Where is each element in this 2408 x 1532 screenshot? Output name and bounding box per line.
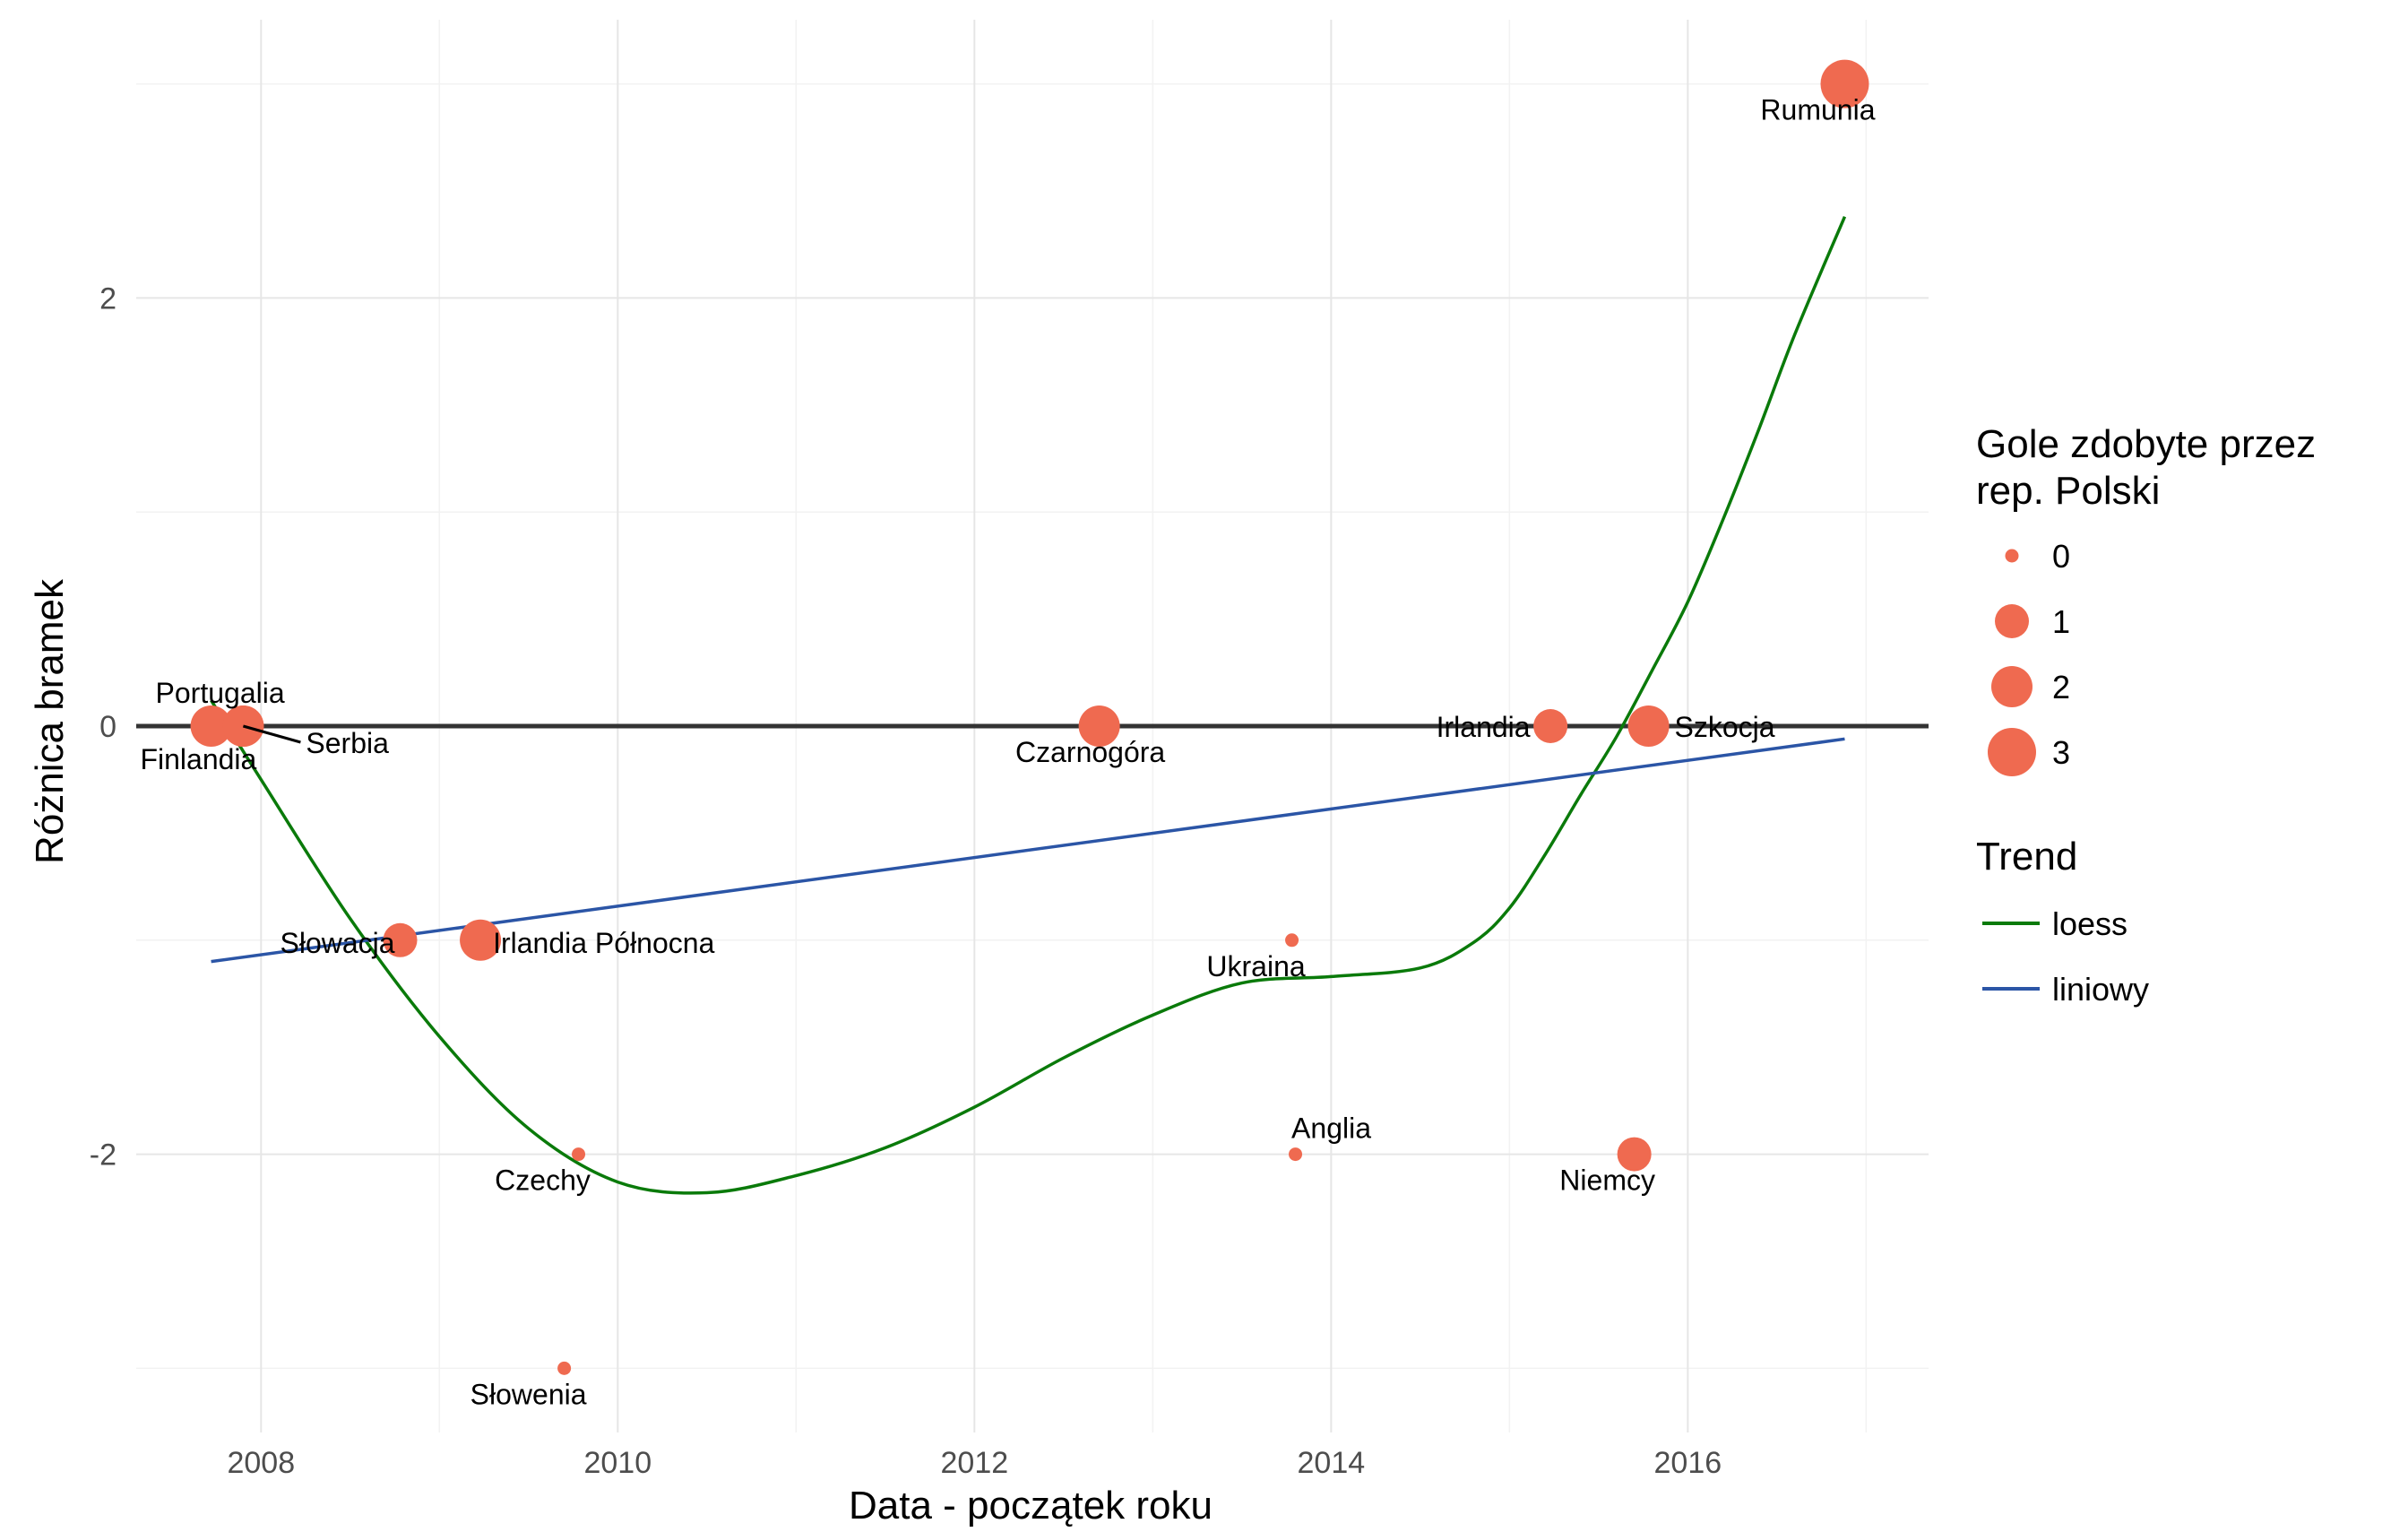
point-label: Słowacja <box>280 927 394 959</box>
data-point <box>1820 59 1869 108</box>
legend-size-title-line1: Gole zdobyte przez <box>1976 422 2316 466</box>
legend-trend-label: liniowy <box>2052 971 2149 1008</box>
legend-size-key <box>2005 549 2019 563</box>
x-tick-label: 2014 <box>1298 1446 1366 1480</box>
point-label: Irlandia Północna <box>493 927 714 959</box>
x-axis-title: Data - początek roku <box>849 1484 1213 1528</box>
legend-trend-keys: loess liniowy <box>1982 905 2149 1008</box>
data-point <box>1617 1137 1652 1172</box>
legend-size-key <box>1995 604 2029 638</box>
point-labels: Portugalia Finlandia Serbia Słowacja Irlandi… <box>140 94 1875 1411</box>
legend-size-key <box>1991 666 2033 707</box>
legend-size-label: 0 <box>2052 538 2070 575</box>
data-point <box>1078 705 1120 747</box>
point-label: Irlandia <box>1437 711 1531 743</box>
y-axis-title: Różnica bramek <box>28 578 72 864</box>
trend-lines <box>210 216 1847 1195</box>
axis-ticks: 2008 2010 2012 2014 2016 -2 0 2 <box>90 281 1722 1480</box>
x-tick-label: 2012 <box>941 1446 1009 1480</box>
data-points <box>190 59 1869 1375</box>
point-label: Portugalia <box>156 677 285 709</box>
legend-size-label: 1 <box>2052 603 2070 640</box>
y-tick-label: -2 <box>90 1138 117 1173</box>
legend-size-label: 2 <box>2052 669 2070 705</box>
y-tick-label: 0 <box>99 710 117 744</box>
point-label: Ukraina <box>1206 950 1305 982</box>
data-point <box>190 705 232 747</box>
x-tick-label: 2010 <box>583 1446 652 1480</box>
legend-size-key <box>1988 728 2036 776</box>
point-label: Anglia <box>1291 1112 1371 1145</box>
point-label: Czechy <box>495 1164 591 1197</box>
data-point <box>572 1147 586 1162</box>
point-label: Rumunia <box>1760 94 1875 126</box>
data-point <box>460 919 502 961</box>
legend-size-label: 3 <box>2052 734 2070 771</box>
legend-trend-title: Trend <box>1976 835 2077 879</box>
point-label: Szkocja <box>1675 711 1775 743</box>
loess-trend-line <box>210 216 1847 1195</box>
point-label: Serbia <box>306 727 389 759</box>
legend-size-title-line2: rep. Polski <box>1976 469 2160 513</box>
data-point <box>1627 705 1670 747</box>
x-tick-label: 2008 <box>227 1446 295 1480</box>
legend-trend-label: loess <box>2052 905 2127 942</box>
point-label: Czarnogóra <box>1015 736 1165 768</box>
legend-size-keys: 0 1 2 3 <box>1988 538 2070 776</box>
data-point <box>1533 709 1568 743</box>
point-label: Słowenia <box>470 1378 587 1410</box>
label-leader-line <box>242 724 301 744</box>
legend: Gole zdobyte przez rep. Polski 0 1 2 3 Tren… <box>1976 422 2316 1008</box>
linear-trend-line <box>211 737 1845 964</box>
point-label: Niemcy <box>1559 1164 1655 1197</box>
x-tick-label: 2016 <box>1654 1446 1722 1480</box>
point-label: Finlandia <box>140 743 256 775</box>
data-point <box>1285 933 1299 948</box>
data-point <box>1289 1147 1303 1162</box>
y-tick-label: 2 <box>99 281 117 316</box>
data-point <box>557 1361 572 1375</box>
data-point <box>383 922 418 957</box>
